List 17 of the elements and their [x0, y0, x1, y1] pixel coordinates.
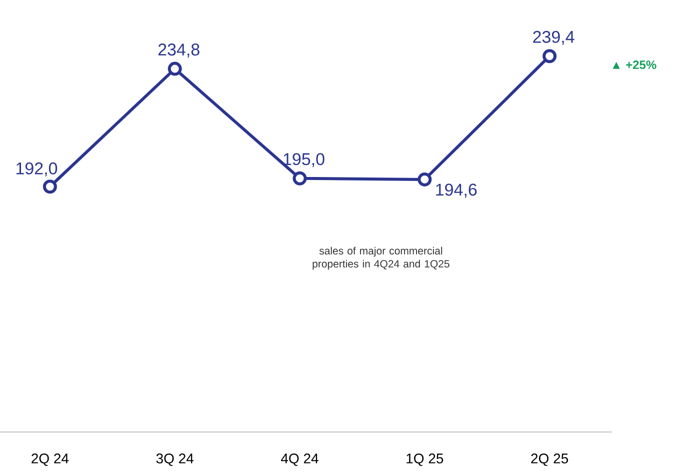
- point: [418, 172, 432, 186]
- point: [542, 49, 557, 64]
- x-tick-label: 4Q 24: [281, 454, 318, 466]
- x-tick-label: 3Q 24: [156, 454, 194, 466]
- point: [292, 171, 307, 186]
- text: sales of major commercial properties in 4Q24 and 1Q25: [312, 246, 450, 270]
- x-tick-label: 1Q 25: [406, 454, 444, 466]
- text: ▲ +25%: [612, 60, 656, 70]
- data-label: 194,6: [436, 184, 477, 198]
- x-tick-label: 2Q 24: [32, 454, 69, 466]
- data-label: 234,8: [158, 44, 200, 58]
- point: [168, 62, 182, 76]
- data-label: 192,0: [16, 162, 58, 176]
- data-label: 195,0: [284, 153, 324, 168]
- data-label: 239,4: [533, 30, 574, 45]
- x-tick-label: 2Q 25: [531, 454, 568, 466]
- point: [42, 180, 57, 194]
